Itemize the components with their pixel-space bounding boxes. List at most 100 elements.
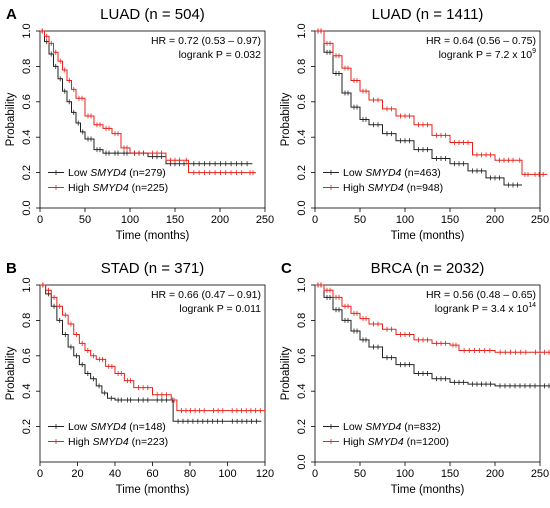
y-tick-label: 0.4	[21, 130, 33, 145]
plot-frame	[314, 30, 541, 209]
x-tick-label: 40	[109, 468, 121, 480]
x-tick-label: 0	[312, 468, 318, 480]
x-tick-label: 200	[486, 468, 504, 480]
logrank-text: logrank P = 7.2 x 109	[439, 48, 537, 61]
y-axis-label: Probability	[5, 346, 17, 400]
y-tick-label: 1.0	[21, 23, 33, 38]
legend-entry: High SMYD4 (n=1200)	[343, 436, 449, 448]
y-tick-label: 1.0	[296, 23, 308, 38]
logrank-exponent: 14	[528, 302, 536, 309]
x-tick-label: 100	[218, 468, 236, 480]
y-tick-label: 1.0	[21, 277, 33, 292]
x-tick-label: 60	[146, 468, 158, 480]
y-axis-label: Probability	[5, 92, 17, 146]
km-panel-stad-371: B STAD (n = 371) 0 20 40 60 80 100 120 0.2 0.4 0.6 0…	[0, 254, 275, 508]
x-axis-label: Time (months)	[116, 484, 190, 496]
x-tick-label: 0	[37, 468, 43, 480]
km-panel-brca-2032: C BRCA (n = 2032) 0 50 100 150 200 250 0.0 0.2 0.4…	[275, 254, 550, 508]
high-expression-curve	[315, 30, 548, 175]
x-axis-label: Time (months)	[391, 230, 465, 242]
hazard-ratio-text: HR = 0.72 (0.53 – 0.97)	[151, 35, 261, 47]
x-axis-label: Time (months)	[391, 484, 465, 496]
plot-frame	[314, 284, 541, 463]
hazard-ratio-text: HR = 0.56 (0.48 – 0.65)	[426, 289, 536, 301]
x-tick-label: 150	[166, 214, 184, 226]
chart-title: STAD (n = 371)	[101, 260, 205, 277]
y-tick-label: 0.8	[296, 313, 308, 328]
x-tick-label: 120	[256, 468, 274, 480]
x-tick-label: 50	[354, 214, 366, 226]
legend-entry: Low SMYD4 (n=463)	[343, 167, 441, 179]
x-tick-label: 50	[354, 468, 366, 480]
high-expression-curve	[40, 30, 256, 174]
x-tick-label: 150	[441, 214, 459, 226]
x-tick-label: 80	[184, 468, 196, 480]
y-tick-label: 0.8	[21, 59, 33, 74]
panel-letter: C	[281, 260, 292, 277]
high-censor-marks	[317, 28, 544, 177]
x-tick-label: 250	[256, 214, 274, 226]
y-tick-label: 0.4	[296, 130, 308, 145]
high-censor-marks	[42, 282, 261, 414]
hazard-ratio-text: HR = 0.66 (0.47 – 0.91)	[151, 289, 261, 301]
y-tick-label: 0.0	[296, 200, 308, 215]
y-axis-label: Probability	[280, 92, 292, 146]
legend-entry: High SMYD4 (n=223)	[68, 436, 168, 448]
high-censor-marks	[317, 282, 550, 355]
legend-entry: High SMYD4 (n=948)	[343, 182, 443, 194]
y-tick-label: 1.0	[296, 277, 308, 292]
x-tick-label: 0	[37, 214, 43, 226]
panel-letter: A	[6, 6, 17, 23]
low-censor-marks	[41, 28, 248, 167]
x-tick-label: 200	[211, 214, 229, 226]
y-tick-label: 0.8	[296, 59, 308, 74]
legend-entry: High SMYD4 (n=225)	[68, 182, 168, 194]
x-tick-label: 100	[396, 468, 414, 480]
y-axis-label: Probability	[280, 346, 292, 400]
x-axis-label: Time (months)	[116, 230, 190, 242]
y-tick-label: 0.2	[296, 419, 308, 434]
chart-title: BRCA (n = 2032)	[371, 260, 485, 277]
y-tick-label: 0.4	[296, 384, 308, 399]
km-chart-svg: C BRCA (n = 2032) 0 50 100 150 200 250 0.0 0.2 0.4…	[280, 260, 550, 496]
logrank-exponent: 9	[532, 48, 536, 55]
x-tick-label: 50	[79, 214, 91, 226]
chart-title: LUAD (n = 504)	[100, 6, 205, 23]
y-tick-label: 0.6	[21, 348, 33, 363]
y-tick-label: 0.2	[296, 165, 308, 180]
km-panel-luad-1411: LUAD (n = 1411) 0 50 100 150 200 250 0.0 0.2 0.4 0…	[275, 0, 550, 254]
x-tick-label: 20	[71, 468, 83, 480]
plot-frame	[39, 30, 266, 209]
y-tick-label: 0.6	[296, 348, 308, 363]
y-tick-label: 0.6	[21, 94, 33, 109]
legend-entry: Low SMYD4 (n=148)	[68, 421, 166, 433]
x-tick-label: 100	[396, 214, 414, 226]
y-tick-label: 0.2	[21, 419, 33, 434]
logrank-text: logrank P = 0.011	[179, 303, 261, 315]
y-tick-label: 0.6	[296, 94, 308, 109]
y-tick-label: 0.0	[296, 454, 308, 469]
km-chart-svg: B STAD (n = 371) 0 20 40 60 80 100 120 0.2 0.4 0.6 0…	[5, 260, 274, 496]
x-tick-label: 250	[531, 468, 549, 480]
logrank-text: logrank P = 3.4 x 1014	[435, 302, 536, 315]
chart-title: LUAD (n = 1411)	[372, 6, 484, 23]
x-tick-label: 100	[121, 214, 139, 226]
hazard-ratio-text: HR = 0.64 (0.56 – 0.75)	[426, 35, 536, 47]
legend-entry: Low SMYD4 (n=279)	[68, 167, 166, 179]
legend-entry: Low SMYD4 (n=832)	[343, 421, 441, 433]
y-tick-label: 0.2	[21, 165, 33, 180]
km-chart-svg: LUAD (n = 1411) 0 50 100 150 200 250 0.0 0.2 0.4 0…	[280, 6, 549, 242]
x-tick-label: 200	[486, 214, 504, 226]
logrank-text: logrank P = 0.032	[179, 49, 262, 61]
low-censor-marks	[317, 28, 518, 188]
y-tick-label: 0.4	[21, 384, 33, 399]
x-tick-label: 150	[441, 468, 459, 480]
x-tick-label: 250	[531, 214, 549, 226]
low-expression-curve	[40, 284, 262, 422]
high-censor-marks	[41, 28, 254, 176]
y-tick-label: 0.8	[21, 313, 33, 328]
low-expression-curve	[315, 30, 522, 186]
km-panel-luad-504: A LUAD (n = 504) 0 50 100 150 200 250 0.0 0.2 0.4 0…	[0, 0, 275, 254]
panel-letter: B	[6, 260, 17, 277]
x-tick-label: 0	[312, 214, 318, 226]
